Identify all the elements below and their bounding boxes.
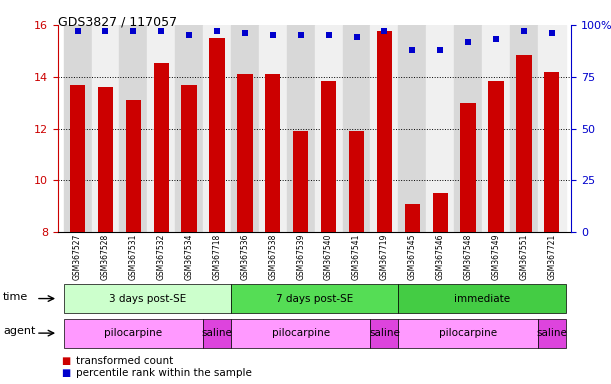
Bar <box>426 25 454 232</box>
Text: agent: agent <box>3 326 35 336</box>
Text: transformed count: transformed count <box>76 356 174 366</box>
Bar <box>482 25 510 232</box>
Text: time: time <box>3 291 28 302</box>
Bar <box>510 25 538 232</box>
Bar <box>293 131 309 232</box>
Text: saline: saline <box>202 328 232 338</box>
Bar <box>237 74 252 232</box>
Text: 7 days post-SE: 7 days post-SE <box>276 293 353 304</box>
Text: pilocarpine: pilocarpine <box>272 328 330 338</box>
Bar <box>370 25 398 232</box>
Text: saline: saline <box>536 328 567 338</box>
Bar <box>398 25 426 232</box>
Bar <box>231 25 259 232</box>
Text: immediate: immediate <box>454 293 510 304</box>
Bar <box>544 71 560 232</box>
Text: ■: ■ <box>61 356 70 366</box>
Text: pilocarpine: pilocarpine <box>439 328 497 338</box>
Bar <box>454 25 482 232</box>
Bar <box>315 25 343 232</box>
Text: saline: saline <box>369 328 400 338</box>
Bar <box>126 100 141 232</box>
Bar <box>377 31 392 232</box>
Bar <box>321 81 336 232</box>
Text: percentile rank within the sample: percentile rank within the sample <box>76 368 252 378</box>
Bar <box>287 25 315 232</box>
Bar <box>265 74 280 232</box>
Bar <box>119 25 147 232</box>
Bar <box>92 25 119 232</box>
Bar <box>516 55 532 232</box>
Bar <box>175 25 203 232</box>
Bar <box>147 25 175 232</box>
Text: ■: ■ <box>61 368 70 378</box>
Bar <box>64 25 92 232</box>
Bar <box>203 25 231 232</box>
Text: 3 days post-SE: 3 days post-SE <box>109 293 186 304</box>
Bar <box>538 25 566 232</box>
Bar <box>98 87 113 232</box>
Bar <box>433 194 448 232</box>
Bar <box>461 103 476 232</box>
Text: GDS3827 / 117057: GDS3827 / 117057 <box>58 15 177 28</box>
Bar <box>153 63 169 232</box>
Bar <box>259 25 287 232</box>
Bar <box>343 25 370 232</box>
Bar <box>210 38 225 232</box>
Bar <box>488 81 503 232</box>
Bar <box>70 84 86 232</box>
Text: pilocarpine: pilocarpine <box>104 328 163 338</box>
Bar <box>404 204 420 232</box>
Bar <box>349 131 364 232</box>
Bar <box>181 84 197 232</box>
